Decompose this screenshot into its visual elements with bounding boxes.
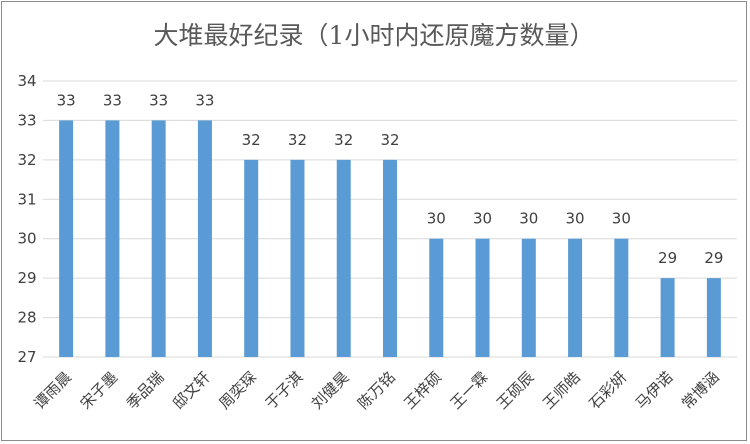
category-label: 周奕琛 xyxy=(215,368,260,413)
bar xyxy=(614,238,629,357)
category-label: 王梓硕 xyxy=(401,368,446,413)
category-label: 陈万铭 xyxy=(354,368,399,413)
data-label: 30 xyxy=(427,210,446,228)
category-label: 马伊诺 xyxy=(632,368,677,413)
category-label: 刘健昊 xyxy=(308,368,353,413)
y-axis-ticks: 27 28 29 30 31 32 33 34 xyxy=(17,72,36,366)
y-tick-label: 27 xyxy=(17,348,36,366)
category-label: 王师皓 xyxy=(539,368,584,413)
data-label: 29 xyxy=(658,249,677,267)
chart-title: 大堆最好纪录（1小时内还原魔方数量） xyxy=(154,21,595,50)
data-label: 30 xyxy=(612,210,631,228)
bar xyxy=(59,120,74,357)
category-label: 常博涵 xyxy=(678,368,723,413)
data-label: 30 xyxy=(566,210,585,228)
bar xyxy=(197,120,212,357)
data-label: 33 xyxy=(195,91,214,109)
bar xyxy=(706,278,721,357)
data-label: 30 xyxy=(519,210,538,228)
category-label: 王一霖 xyxy=(447,368,492,413)
y-tick-label: 30 xyxy=(17,230,36,248)
data-label: 33 xyxy=(103,91,122,109)
bar xyxy=(568,238,583,357)
category-label: 季品瑞 xyxy=(123,368,168,413)
data-labels: 33 33 33 33 32 32 32 32 30 30 30 30 30 29 29 xyxy=(57,91,724,267)
data-label: 30 xyxy=(473,210,492,228)
data-label: 29 xyxy=(704,249,723,267)
category-label: 宋子墨 xyxy=(77,368,122,413)
y-tick-label: 34 xyxy=(17,72,36,90)
category-label: 王硕辰 xyxy=(493,368,538,413)
bar xyxy=(521,238,536,357)
category-label: 石彩妍 xyxy=(586,368,631,413)
bar xyxy=(383,159,397,357)
bar xyxy=(336,159,351,357)
y-tick-label: 31 xyxy=(17,190,36,208)
y-tick-label: 32 xyxy=(17,151,36,169)
category-label: 谭雨晨 xyxy=(30,368,75,413)
bar xyxy=(244,159,259,357)
data-label: 33 xyxy=(57,91,76,109)
bar xyxy=(475,238,490,357)
data-label: 32 xyxy=(242,131,261,149)
data-label: 32 xyxy=(334,131,353,149)
bar xyxy=(151,120,166,357)
y-tick-label: 33 xyxy=(17,111,36,129)
data-label: 32 xyxy=(288,131,307,149)
bars xyxy=(59,120,721,357)
category-label: 邸文轩 xyxy=(169,368,214,413)
bar xyxy=(290,159,305,357)
bar xyxy=(660,278,675,357)
bar xyxy=(105,120,120,357)
y-tick-label: 29 xyxy=(17,269,36,287)
data-label: 33 xyxy=(149,91,168,109)
y-tick-label: 28 xyxy=(17,309,36,327)
category-labels: 谭雨晨 宋子墨 季品瑞 邸文轩 周奕琛 于子淇 刘健昊 陈万铭 王梓硕 王一霖 王硕辰 王师皓 石彩妍马… xyxy=(30,368,722,413)
category-label: 于子淇 xyxy=(262,368,307,413)
bar xyxy=(429,238,444,357)
data-label: 32 xyxy=(380,131,399,149)
